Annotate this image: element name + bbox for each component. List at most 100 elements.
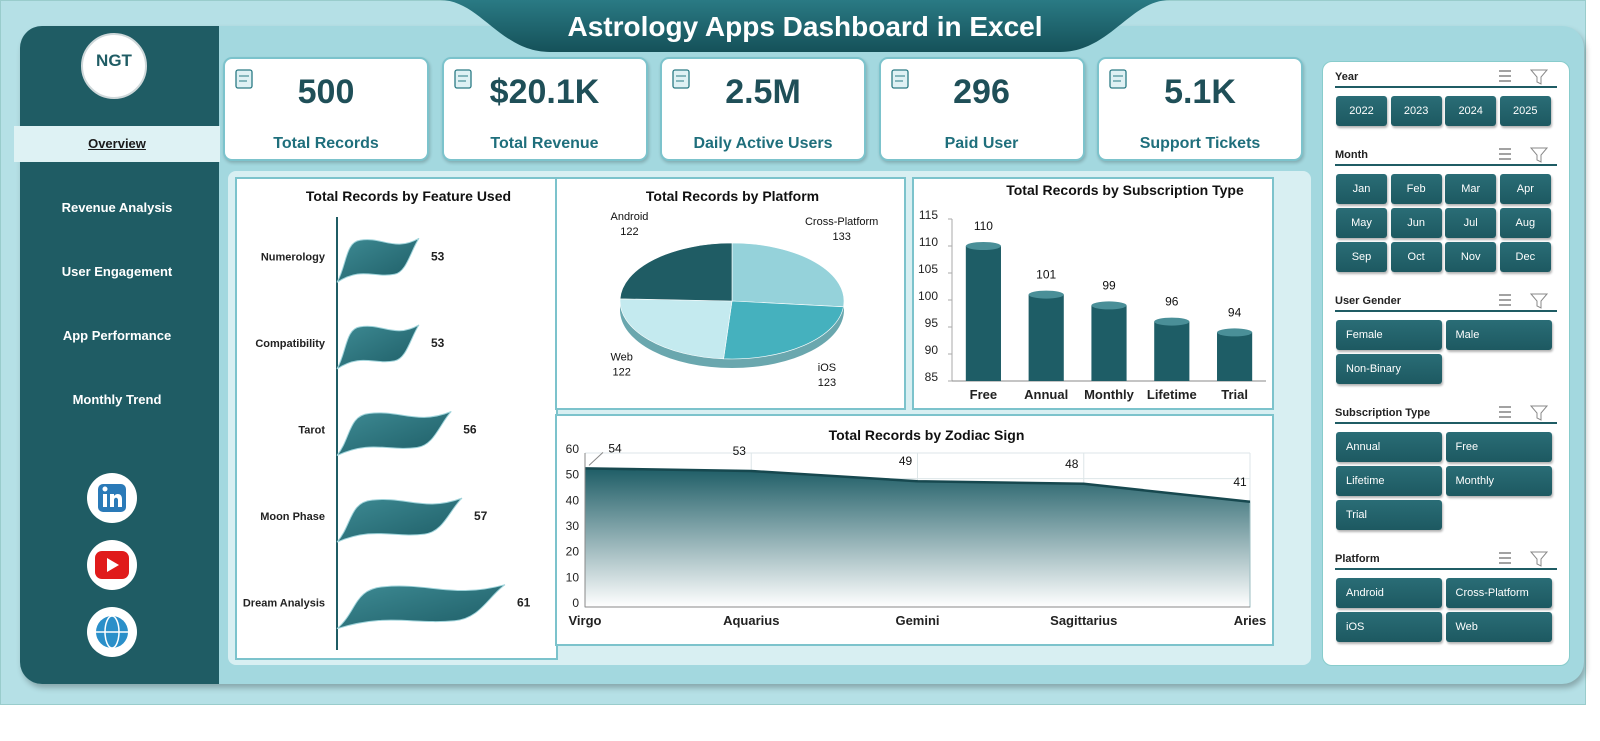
- slicer-button[interactable]: Non-Binary: [1336, 354, 1442, 384]
- kpi-icon: [1109, 69, 1127, 89]
- header-shape: [440, 0, 1170, 52]
- data-label: 41: [1233, 475, 1247, 489]
- kpi-label: Daily Active Users: [693, 135, 833, 152]
- nav-item[interactable]: Monthly Trend: [72, 392, 162, 407]
- bar: [1028, 294, 1064, 381]
- icon-shape[interactable]: [1529, 147, 1549, 163]
- slicer-title: Subscription Type: [1335, 404, 1557, 424]
- icon-shape[interactable]: [1529, 293, 1549, 309]
- bar: [336, 497, 463, 543]
- chart: Total Records by Zodiac Sign 0 10 20 30 40 50 6…: [555, 414, 1274, 646]
- y-tick-label: 90: [925, 343, 939, 357]
- slicer-icons: [1499, 69, 1549, 85]
- bar-cap: [1028, 290, 1064, 299]
- data-label: 53: [431, 336, 445, 350]
- pie-label: Cross-Platform: [805, 216, 878, 228]
- icon-shape: [890, 69, 909, 89]
- slicer-button[interactable]: 2022: [1336, 96, 1387, 126]
- bar: [965, 246, 1001, 381]
- slicer-button[interactable]: Jun: [1390, 208, 1442, 238]
- bar: [336, 324, 420, 370]
- data-label: 54: [608, 441, 622, 455]
- slicer-button[interactable]: Monthly: [1445, 466, 1552, 496]
- x-tick-label: Sagittarius: [1050, 613, 1117, 628]
- x-tick-label: Lifetime: [1147, 387, 1197, 402]
- x-tick-label: Annual: [1024, 387, 1068, 402]
- y-tick-label: 110: [919, 235, 938, 249]
- icon-shape[interactable]: [1529, 551, 1549, 567]
- slicer-button[interactable]: Dec: [1499, 242, 1551, 272]
- x-tick-label: Aquarius: [723, 613, 779, 628]
- slicer-button[interactable]: 2023: [1390, 96, 1442, 126]
- bar: [1091, 305, 1127, 381]
- y-tick-label: 100: [918, 289, 938, 303]
- x-tick-label: Monthly: [1084, 387, 1135, 402]
- kpi-value: $20.1K: [489, 73, 600, 111]
- slicer-button[interactable]: Web: [1445, 612, 1552, 642]
- slicer-button[interactable]: Feb: [1390, 174, 1442, 204]
- slicer-button[interactable]: Aug: [1499, 208, 1551, 238]
- slicer-button[interactable]: iOS: [1336, 612, 1442, 642]
- slicer-button[interactable]: Male: [1445, 320, 1552, 350]
- data-label: 61: [517, 596, 531, 610]
- data-label: 101: [1036, 268, 1056, 282]
- kpi-icon: [235, 69, 253, 89]
- slicer-button[interactable]: Android: [1336, 578, 1442, 608]
- kpi-card: 5.1K Support Tickets: [1097, 57, 1303, 161]
- bar-cap: [965, 242, 1001, 250]
- slicer-icons: [1499, 147, 1549, 163]
- slicer-button[interactable]: Annual: [1336, 432, 1442, 462]
- slicer-button[interactable]: Jan: [1336, 174, 1387, 204]
- kpi-value: 5.1K: [1164, 73, 1236, 111]
- pie-slice: [619, 298, 733, 360]
- slicer-button[interactable]: Female: [1336, 320, 1442, 350]
- y-tick-label: 115: [919, 208, 938, 222]
- bar-cap: [1154, 317, 1190, 326]
- nav-item[interactable]: Overview: [14, 126, 220, 162]
- slicer-icons: [1499, 405, 1549, 421]
- bar: [336, 584, 506, 630]
- x-tick-label: Free: [970, 387, 997, 402]
- slicer-button[interactable]: Free: [1445, 432, 1552, 462]
- slicer-button[interactable]: Nov: [1445, 242, 1497, 272]
- kpi-icon: [890, 69, 909, 89]
- data-label: 49: [899, 454, 913, 468]
- x-tick-label: Aries: [1234, 613, 1267, 628]
- slicer-button[interactable]: Sep: [1336, 242, 1387, 272]
- nav-item[interactable]: User Engagement: [61, 264, 173, 279]
- slicer-button[interactable]: Lifetime: [1336, 466, 1442, 496]
- y-tick-label: 105: [918, 262, 938, 276]
- kpi-label: Total Revenue: [490, 135, 599, 152]
- x-tick-label: Gemini: [895, 613, 939, 628]
- slicer-button[interactable]: 2024: [1445, 96, 1497, 126]
- chart: Total Records by Platform Cross-Platform 1…: [555, 177, 906, 410]
- kpi-icon: [672, 69, 690, 89]
- icon-part: [107, 558, 119, 572]
- bar: [336, 237, 420, 283]
- icon-shape: [453, 69, 472, 89]
- bar: [1154, 321, 1190, 381]
- slicer-button[interactable]: May: [1336, 208, 1387, 238]
- slicer-icons: [1499, 551, 1549, 567]
- nav-item[interactable]: App Performance: [62, 328, 172, 343]
- slicer-title: Platform: [1335, 550, 1557, 570]
- header-tab: [440, 0, 1170, 52]
- slicer-button[interactable]: 2025: [1499, 96, 1551, 126]
- category-label: Compatibility: [255, 338, 326, 350]
- y-tick-label: 85: [925, 370, 939, 384]
- kpi-label: Paid User: [944, 135, 1019, 152]
- slicer-button[interactable]: Cross-Platform: [1445, 578, 1552, 608]
- y-tick-label: 20: [566, 545, 580, 559]
- nav-item[interactable]: Revenue Analysis: [61, 200, 173, 215]
- data-label: 56: [463, 423, 477, 437]
- slicer-button[interactable]: Trial: [1336, 500, 1442, 530]
- slicer-button[interactable]: Jul: [1445, 208, 1497, 238]
- icon-shape[interactable]: [1529, 69, 1549, 85]
- slicer-button[interactable]: Apr: [1499, 174, 1551, 204]
- slicer-button[interactable]: Mar: [1445, 174, 1497, 204]
- icon-shape[interactable]: [1529, 405, 1549, 421]
- bar-cap: [1217, 328, 1253, 337]
- slicer-button[interactable]: Oct: [1390, 242, 1442, 272]
- data-label: 96: [1165, 295, 1179, 309]
